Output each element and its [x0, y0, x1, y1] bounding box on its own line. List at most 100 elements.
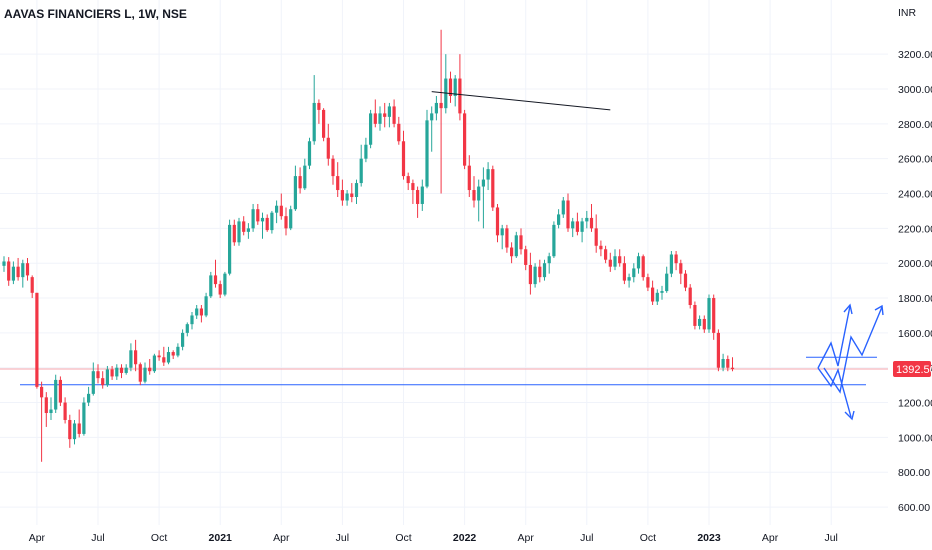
candle-body: [303, 165, 307, 189]
candle-body: [613, 256, 617, 267]
price-axis[interactable]: 600.00800.001000.001200.001400.001600.00…: [898, 49, 932, 514]
drawings-group: [431, 91, 884, 421]
candle-body: [242, 221, 246, 232]
candle-body: [674, 254, 678, 264]
candle-body: [350, 193, 354, 198]
candle-body: [397, 123, 401, 142]
candle-body: [411, 183, 415, 191]
candle-body: [477, 186, 481, 201]
candle-body: [434, 102, 438, 114]
y-tick-label: 1200.00: [898, 398, 932, 410]
candle-body: [166, 352, 171, 363]
candle-body: [702, 318, 706, 330]
candle-body: [636, 256, 641, 269]
candle-body: [604, 249, 608, 260]
candle-body: [669, 254, 673, 274]
candle-body: [204, 296, 208, 316]
projection-up-path-2: [823, 306, 883, 394]
candle-body: [77, 423, 81, 434]
candle-body: [322, 109, 326, 138]
candle-body: [646, 277, 650, 288]
candle-body: [91, 371, 95, 394]
candle-body: [481, 179, 485, 187]
candle-body: [119, 367, 124, 373]
candle-body: [44, 397, 48, 414]
candle-body: [152, 355, 156, 372]
candle-body: [195, 308, 199, 316]
candle-body: [275, 205, 279, 213]
candle-body: [599, 245, 603, 250]
candle-body: [134, 350, 138, 365]
candle-body: [655, 292, 659, 302]
candle-body: [185, 324, 189, 333]
candle-body: [35, 292, 39, 387]
candle-body: [420, 186, 424, 204]
candle-body: [199, 308, 203, 316]
candle-body: [284, 216, 288, 229]
candle-body: [157, 355, 161, 358]
candle-body: [618, 256, 622, 264]
candle-body: [265, 217, 269, 231]
candle-body: [463, 113, 467, 166]
candle-body: [228, 224, 232, 274]
candle-body: [552, 224, 556, 257]
candle-body: [54, 379, 58, 410]
candle-body: [289, 209, 293, 229]
candle-body: [293, 176, 297, 210]
y-tick-label: 2800.00: [898, 119, 932, 131]
candle-body: [401, 141, 406, 177]
candle-body: [359, 158, 363, 184]
candle-body: [467, 165, 471, 191]
candle-body: [129, 350, 133, 368]
candle-body: [406, 176, 410, 184]
candle-body: [416, 190, 420, 204]
candles-group: [2, 29, 735, 462]
candle-body: [369, 113, 373, 145]
candle-body: [312, 102, 316, 142]
candle-body: [96, 371, 100, 379]
candle-body: [218, 284, 222, 295]
candle-body: [383, 113, 387, 117]
candle-body: [730, 367, 735, 370]
candle-body: [298, 176, 302, 189]
candle-body: [660, 291, 664, 293]
candle-body: [21, 263, 25, 278]
candle-body: [716, 332, 720, 368]
candle-body: [171, 352, 175, 356]
candle-body: [68, 419, 72, 440]
candle-body: [2, 261, 6, 266]
candle-body: [486, 169, 490, 180]
y-tick-label: 1800.00: [898, 293, 932, 305]
price-badge-box: [893, 361, 931, 378]
x-tick-label: 2023: [697, 532, 721, 544]
candle-body: [354, 183, 359, 198]
candle-body: [651, 287, 655, 302]
candle-body: [246, 228, 250, 232]
candle-body: [143, 367, 147, 382]
candle-body: [373, 113, 377, 124]
candle-body: [500, 228, 504, 236]
candle-body: [30, 277, 34, 293]
candle-body: [679, 263, 683, 274]
candle-body: [665, 273, 669, 292]
y-tick-label: 2400.00: [898, 189, 932, 201]
y-tick-label: 600.00: [898, 502, 930, 514]
candle-body: [213, 275, 218, 285]
candle-body: [575, 221, 579, 232]
candle-body: [7, 261, 11, 281]
candle-body: [181, 332, 185, 347]
candle-body: [40, 386, 44, 398]
x-tick-label: Apr: [273, 532, 290, 544]
level-lines: [0, 356, 888, 386]
candle-body: [63, 402, 67, 420]
candle-body: [87, 393, 91, 403]
candle-body: [364, 144, 368, 159]
candle-body: [345, 193, 349, 201]
time-axis[interactable]: Apr Jul Oct 2021 Apr Jul Oct 2022 Apr Jul Oct 2023 A…: [29, 532, 838, 544]
candle-body: [209, 275, 213, 297]
candle-body: [430, 113, 434, 121]
x-tick-label: 2022: [453, 532, 477, 544]
candle-body: [439, 102, 443, 109]
candle-body: [533, 266, 537, 285]
